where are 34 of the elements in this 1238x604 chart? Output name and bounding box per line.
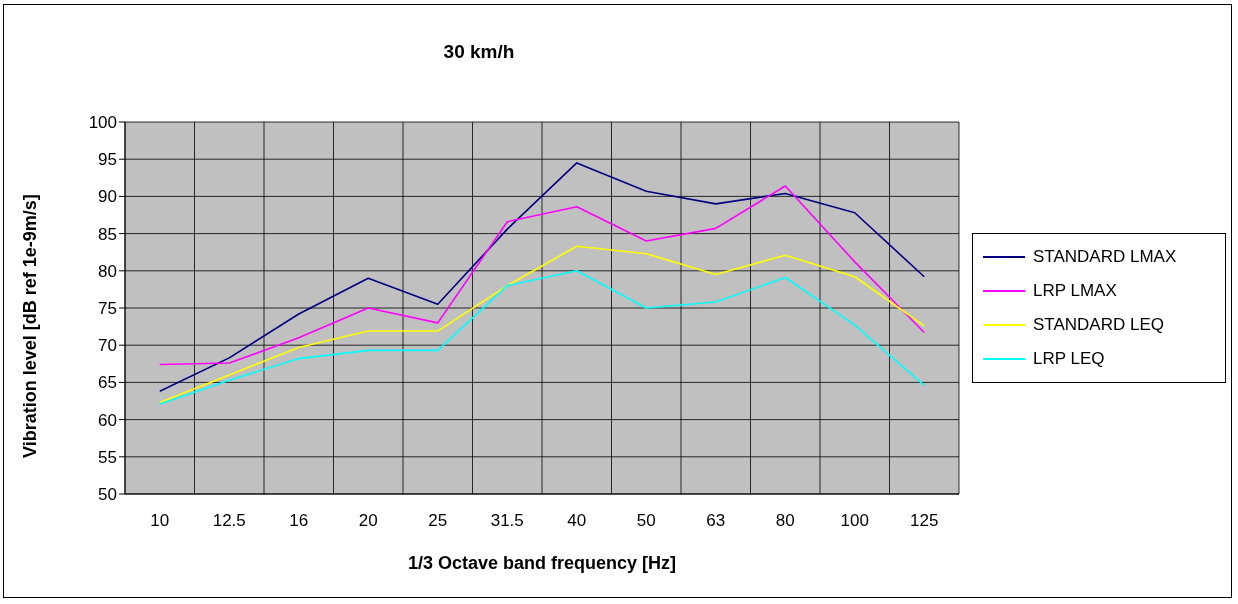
y-tick-label: 90 <box>98 187 117 207</box>
y-tick-label: 100 <box>88 113 117 133</box>
x-tick-label: 10 <box>150 511 170 531</box>
x-tick-label: 20 <box>358 511 378 531</box>
y-tick-label: 80 <box>98 261 117 281</box>
y-tick-label: 65 <box>98 373 117 393</box>
y-tick-label: 95 <box>98 150 117 170</box>
legend-label: STANDARD LMAX <box>1033 247 1177 267</box>
y-tick-label: 85 <box>98 224 117 244</box>
line-series <box>158 270 926 405</box>
x-tick-label: 25 <box>428 511 448 531</box>
legend-label: LRP LEQ <box>1033 349 1105 369</box>
line-series <box>158 162 926 393</box>
y-tick-label: 60 <box>98 410 117 430</box>
x-tick-label: 80 <box>775 511 795 531</box>
x-tick-label: 40 <box>567 511 587 531</box>
x-tick-label: 12.5 <box>212 511 246 531</box>
legend-label: LRP LMAX <box>1033 281 1117 301</box>
y-axis-title: Vibration level [dB ref 1e-9m/s] <box>20 194 41 458</box>
x-tick-label: 63 <box>706 511 726 531</box>
x-tick-label: 100 <box>840 511 869 531</box>
y-tick-label: 50 <box>98 485 117 505</box>
x-tick-label: 16 <box>289 511 309 531</box>
y-tick-label: 70 <box>98 336 117 356</box>
line-series <box>158 245 926 404</box>
y-tick-label: 75 <box>98 299 117 319</box>
legend-label: STANDARD LEQ <box>1033 315 1164 335</box>
chart-title: 30 km/h <box>442 41 516 63</box>
x-axis-title: 1/3 Octave band frequency [Hz] <box>407 552 677 573</box>
x-tick-label: 125 <box>910 511 939 531</box>
x-tick-label: 31.5 <box>490 511 524 531</box>
line-series <box>158 185 926 366</box>
x-tick-label: 50 <box>636 511 656 531</box>
y-tick-label: 55 <box>98 447 117 467</box>
